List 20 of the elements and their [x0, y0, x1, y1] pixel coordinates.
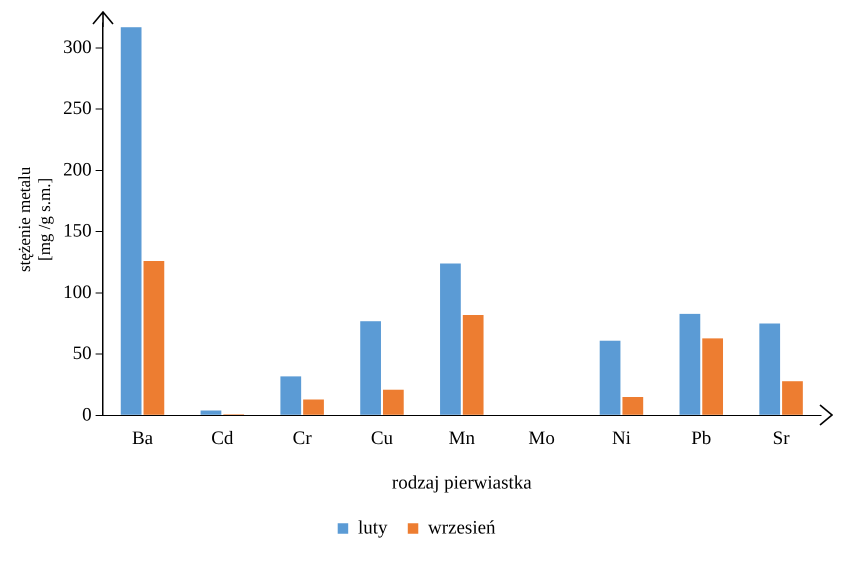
- y-tick-label: 300: [63, 36, 92, 58]
- x-tick-label: Sr: [772, 428, 790, 449]
- x-tick-label: Pb: [691, 428, 712, 449]
- x-tick-label: Cr: [292, 428, 312, 449]
- y-axis-title: stężenie metalu [mg /g s.m.]: [15, 166, 54, 272]
- y-tick-label: 50: [72, 343, 92, 364]
- x-axis-title: rodzaj pierwiastka: [392, 472, 532, 494]
- x-tick-label: Mo: [528, 428, 555, 449]
- x-tick-label: Ba: [132, 428, 154, 449]
- legend-label: luty: [358, 517, 388, 538]
- x-tick-label: Mn: [448, 428, 476, 449]
- y-tick-label: 200: [63, 159, 92, 180]
- y-tick-label: 250: [63, 98, 92, 120]
- y-tick-label: 150: [63, 220, 92, 242]
- x-tick-label: Cd: [211, 428, 234, 449]
- legend-label: wrzesień: [428, 517, 496, 538]
- y-tick-label: 0: [82, 404, 92, 426]
- y-tick-label: 100: [63, 282, 92, 303]
- x-tick-label: Ni: [612, 428, 631, 449]
- x-tick-label: Cu: [370, 428, 394, 449]
